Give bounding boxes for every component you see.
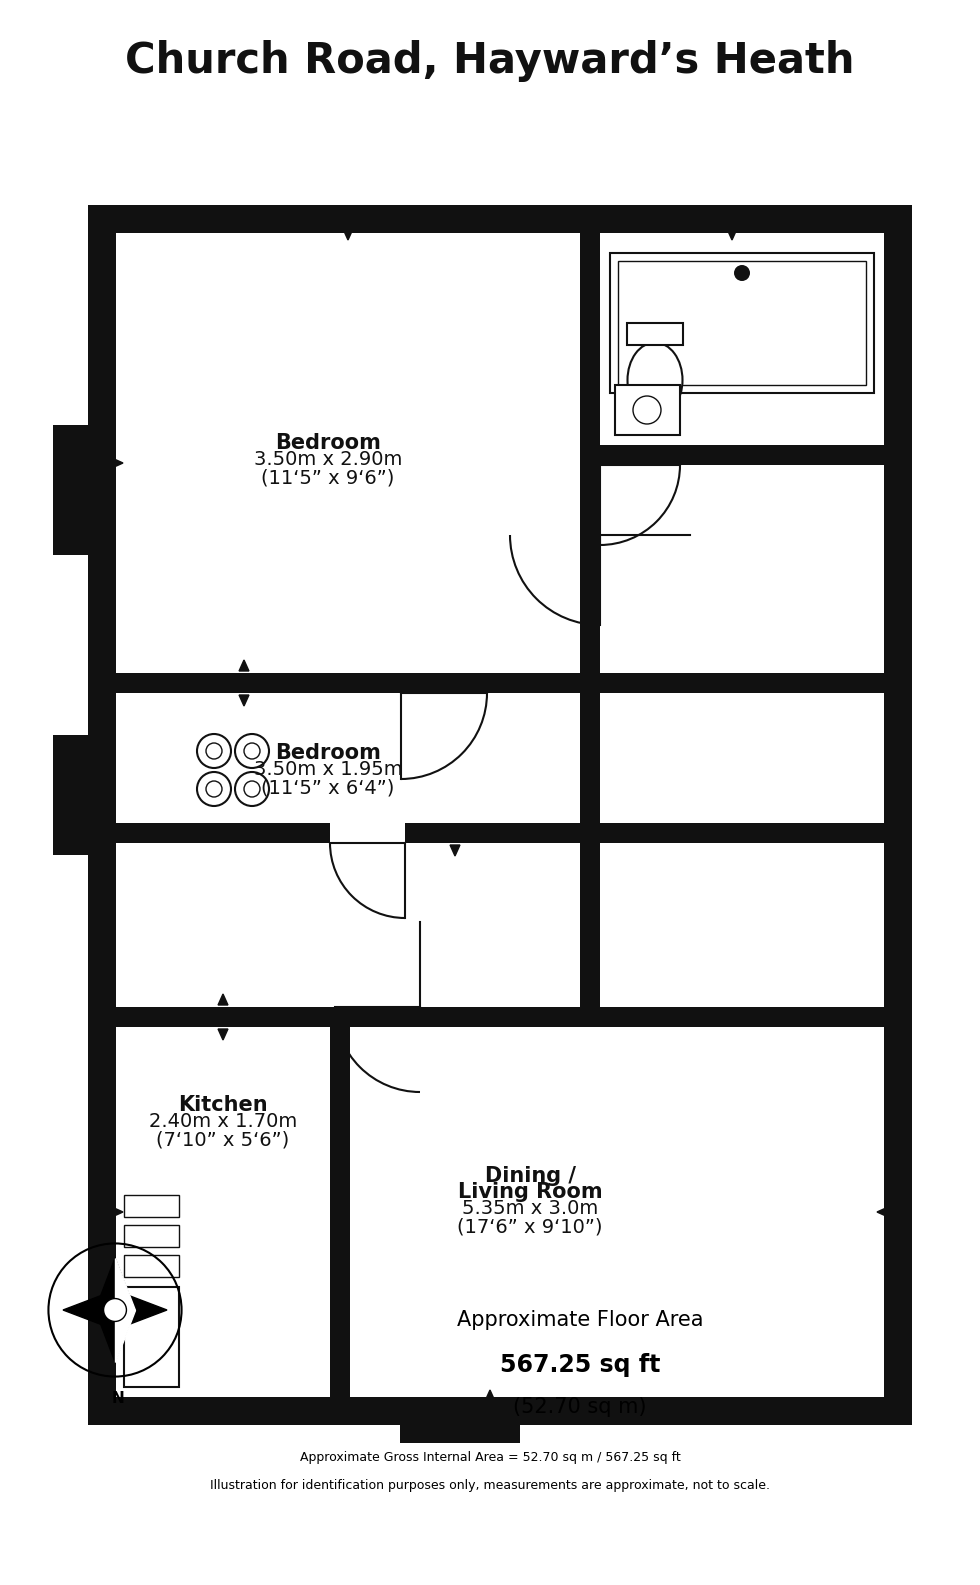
Bar bbox=[116, 674, 401, 693]
Circle shape bbox=[633, 396, 661, 425]
Bar bbox=[116, 674, 590, 693]
Text: 3.50m x 2.90m: 3.50m x 2.90m bbox=[254, 450, 402, 469]
Circle shape bbox=[206, 781, 222, 797]
Polygon shape bbox=[112, 458, 123, 468]
Text: Dining /: Dining / bbox=[484, 1167, 575, 1186]
Text: Bedroom: Bedroom bbox=[275, 743, 381, 762]
Polygon shape bbox=[727, 228, 737, 239]
Bar bbox=[580, 823, 884, 843]
Polygon shape bbox=[115, 1290, 167, 1330]
Text: Approximate Floor Area: Approximate Floor Area bbox=[457, 1309, 704, 1330]
Circle shape bbox=[734, 265, 750, 281]
Text: 5.35m x 3.0m: 5.35m x 3.0m bbox=[462, 1200, 598, 1219]
Circle shape bbox=[235, 772, 269, 807]
Bar bbox=[88, 204, 116, 1425]
Polygon shape bbox=[63, 1290, 115, 1330]
Circle shape bbox=[206, 743, 222, 759]
Polygon shape bbox=[95, 1309, 135, 1362]
Circle shape bbox=[197, 734, 231, 769]
Text: (7‘10” x 5‘6”): (7‘10” x 5‘6”) bbox=[157, 1130, 290, 1149]
Bar bbox=[124, 1255, 179, 1278]
Text: (11‘5” x 6‘4”): (11‘5” x 6‘4”) bbox=[262, 778, 395, 797]
Bar bbox=[400, 1425, 520, 1442]
Text: Approximate Gross Internal Area = 52.70 sq m / 567.25 sq ft: Approximate Gross Internal Area = 52.70 … bbox=[300, 1450, 680, 1463]
Polygon shape bbox=[219, 1029, 228, 1040]
Circle shape bbox=[235, 734, 269, 769]
Bar bbox=[615, 385, 680, 434]
Circle shape bbox=[244, 781, 260, 797]
Bar bbox=[580, 233, 600, 1027]
Text: Bedroom: Bedroom bbox=[275, 433, 381, 453]
Polygon shape bbox=[112, 1208, 123, 1217]
Bar bbox=[405, 823, 590, 843]
Polygon shape bbox=[115, 1258, 135, 1309]
Bar bbox=[330, 1006, 350, 1396]
Bar bbox=[116, 1006, 884, 1027]
Polygon shape bbox=[95, 1258, 135, 1309]
Bar bbox=[590, 674, 884, 693]
Bar bbox=[487, 674, 590, 693]
Polygon shape bbox=[485, 1390, 495, 1401]
Bar bbox=[53, 735, 116, 854]
Ellipse shape bbox=[627, 342, 682, 417]
Bar bbox=[53, 425, 116, 555]
Bar bbox=[124, 1287, 179, 1387]
Bar bbox=[627, 323, 683, 346]
Polygon shape bbox=[450, 845, 460, 856]
Text: 3.50m x 1.95m: 3.50m x 1.95m bbox=[254, 759, 403, 778]
Bar bbox=[88, 204, 912, 233]
Text: 2.40m x 1.70m: 2.40m x 1.70m bbox=[149, 1113, 297, 1132]
Bar bbox=[618, 262, 866, 385]
Bar bbox=[884, 204, 912, 1425]
Text: Living Room: Living Room bbox=[458, 1182, 603, 1203]
Bar bbox=[116, 674, 884, 693]
Polygon shape bbox=[239, 694, 249, 705]
Bar bbox=[580, 445, 884, 464]
Polygon shape bbox=[115, 1309, 135, 1362]
Polygon shape bbox=[219, 994, 228, 1005]
Text: (11‘5” x 9‘6”): (11‘5” x 9‘6”) bbox=[262, 468, 395, 487]
Text: (52.70 sq m): (52.70 sq m) bbox=[514, 1396, 647, 1417]
Bar bbox=[116, 823, 330, 843]
Text: 567.25 sq ft: 567.25 sq ft bbox=[500, 1354, 661, 1377]
Bar bbox=[116, 1006, 590, 1027]
Polygon shape bbox=[877, 1208, 888, 1217]
Bar bbox=[124, 1195, 179, 1217]
Bar bbox=[88, 1396, 912, 1425]
Bar bbox=[116, 1006, 335, 1027]
Text: Illustration for identification purposes only, measurements are approximate, not: Illustration for identification purposes… bbox=[210, 1479, 770, 1491]
Text: Kitchen: Kitchen bbox=[178, 1095, 268, 1114]
Circle shape bbox=[104, 1298, 126, 1322]
Circle shape bbox=[244, 743, 260, 759]
Bar bbox=[610, 254, 874, 393]
Polygon shape bbox=[343, 228, 353, 239]
Text: Church Road, Hayward’s Heath: Church Road, Hayward’s Heath bbox=[125, 40, 855, 82]
Bar bbox=[420, 1006, 884, 1027]
Text: N: N bbox=[112, 1390, 124, 1406]
Circle shape bbox=[197, 772, 231, 807]
Polygon shape bbox=[239, 659, 249, 670]
Bar bbox=[124, 1225, 179, 1247]
Text: (17‘6” x 9‘10”): (17‘6” x 9‘10”) bbox=[458, 1217, 603, 1236]
